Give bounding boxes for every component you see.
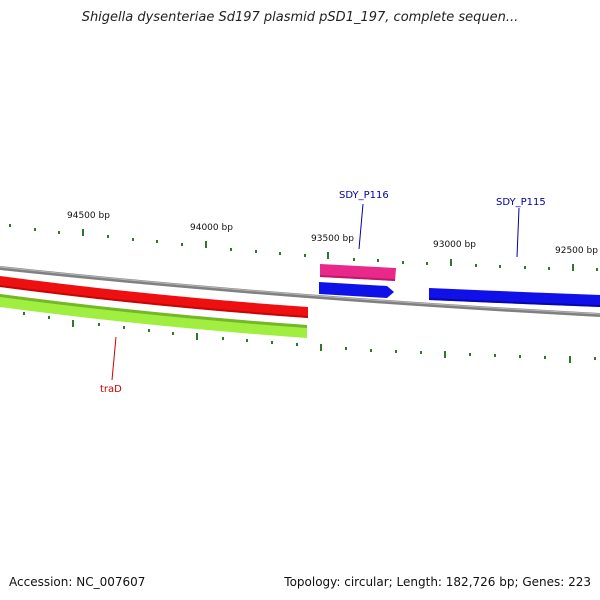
feature-sdy-p115[interactable]	[429, 288, 600, 307]
accession-text: Accession: NC_007607	[9, 575, 146, 589]
feature-sdy-p115-edge	[429, 298, 600, 307]
tick-mark	[320, 344, 322, 351]
tick-mark	[296, 343, 298, 346]
tick-mark	[255, 250, 257, 253]
tick-mark	[72, 320, 74, 327]
tick-mark	[123, 326, 125, 329]
tick-mark	[327, 252, 329, 259]
genome-summary-text: Topology: circular; Length: 182,726 bp; …	[284, 575, 591, 589]
tick-mark	[9, 224, 11, 227]
tick-mark	[475, 264, 477, 267]
forward-feature-red[interactable]	[0, 276, 308, 318]
forward-feature-green-edge	[0, 294, 307, 328]
tick-mark	[172, 332, 174, 335]
tick-mark	[205, 241, 207, 248]
scale-label: 93000 bp	[433, 240, 476, 250]
tick-mark	[519, 355, 521, 358]
tick-mark	[34, 228, 36, 231]
tick-mark	[402, 261, 404, 264]
tick-mark	[48, 316, 50, 319]
tick-mark	[230, 248, 232, 251]
tick-mark	[246, 339, 248, 342]
tick-mark	[420, 351, 422, 354]
tick-mark	[196, 333, 198, 340]
gene-label-trad[interactable]: traD	[100, 384, 122, 395]
gene-label-sdy-p116[interactable]: SDY_P116	[339, 190, 389, 201]
tick-mark	[450, 259, 452, 266]
leader-line-trad	[111, 336, 117, 381]
tick-mark	[572, 264, 574, 271]
tick-mark	[596, 268, 598, 271]
tick-mark	[469, 353, 471, 356]
tick-mark	[353, 258, 355, 261]
tick-mark	[23, 312, 25, 315]
tick-mark	[181, 243, 183, 246]
tick-mark	[494, 354, 496, 357]
tick-mark	[107, 235, 109, 238]
genome-backbone-highlight	[0, 266, 600, 315]
tick-mark	[377, 259, 379, 262]
tick-mark	[222, 337, 224, 340]
genome-backbone	[0, 266, 600, 317]
tick-mark	[395, 350, 397, 353]
scale-label: 94500 bp	[67, 211, 110, 221]
lower-tick-row	[23, 312, 596, 363]
tick-mark	[148, 329, 150, 332]
tick-mark	[82, 229, 84, 236]
map-title: Shigella dysenteriae Sd197 plasmid pSD1_…	[81, 10, 519, 25]
tick-mark	[569, 356, 571, 363]
scale-label: 93500 bp	[311, 234, 354, 244]
tick-mark	[444, 351, 446, 358]
feature-sdy-p115-arrow[interactable]	[319, 282, 394, 298]
feature-sdy-p116-edge	[320, 275, 395, 281]
leader-line-sdy-p115	[516, 207, 520, 258]
tick-mark	[279, 252, 281, 255]
tick-mark	[426, 262, 428, 265]
tick-mark	[524, 266, 526, 269]
leader-line-sdy-p116	[358, 203, 364, 250]
forward-feature-red-shadow	[0, 285, 308, 318]
tick-mark	[499, 265, 501, 268]
tick-mark	[345, 347, 347, 350]
scale-label: 92500 bp	[555, 246, 598, 256]
tick-mark	[304, 254, 306, 257]
upper-tick-row	[9, 224, 598, 271]
tick-mark	[156, 240, 158, 243]
tick-mark	[58, 231, 60, 234]
tick-mark	[370, 349, 372, 352]
gene-label-sdy-p115[interactable]: SDY_P115	[496, 197, 546, 208]
scale-label: 94000 bp	[190, 223, 233, 233]
tick-mark	[271, 341, 273, 344]
tick-mark	[132, 238, 134, 241]
tick-mark	[544, 356, 546, 359]
tick-mark	[98, 323, 100, 326]
tick-mark	[594, 357, 596, 360]
tick-mark	[548, 267, 550, 270]
